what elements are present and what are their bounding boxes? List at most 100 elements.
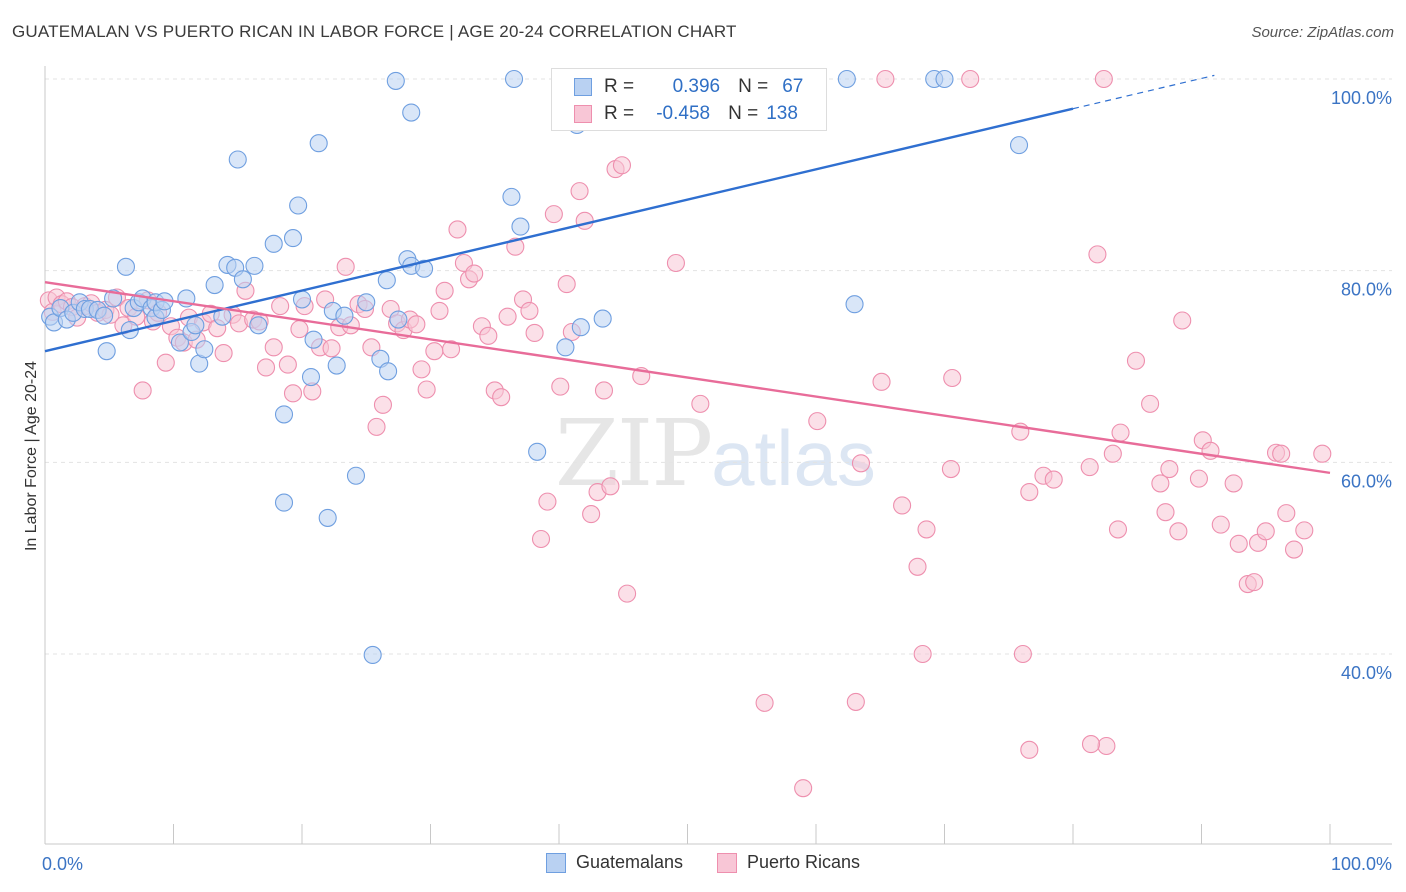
puerto-rican-point bbox=[1256, 522, 1275, 541]
guatemalan-point bbox=[402, 103, 421, 122]
puerto-rican-point bbox=[1211, 515, 1230, 534]
guatemalan-point bbox=[379, 362, 398, 381]
x-tick-label: 100.0% bbox=[1331, 854, 1392, 874]
n-label: N = bbox=[738, 76, 769, 97]
puerto-rican-point bbox=[941, 459, 960, 479]
puerto-rican-point bbox=[407, 315, 426, 334]
puerto-rican-point bbox=[612, 156, 632, 175]
puerto-rican-point bbox=[908, 557, 927, 576]
guatemalan-point bbox=[346, 466, 366, 485]
y-tick-label: 80.0% bbox=[1341, 280, 1392, 300]
puerto-rican-point bbox=[465, 264, 484, 283]
guatemalan-point bbox=[837, 69, 856, 89]
guatemalan-point bbox=[935, 69, 954, 89]
trend-lines bbox=[44, 74, 1331, 475]
puerto-ricans-trend-line bbox=[44, 280, 1331, 475]
y-axis-label: In Labor Force | Age 20-24 bbox=[23, 361, 40, 551]
n-label: N = bbox=[728, 103, 759, 124]
n-value: 138 bbox=[766, 103, 798, 124]
puerto-rican-point bbox=[442, 340, 461, 359]
r-label: R = bbox=[604, 76, 635, 97]
n-value: 67 bbox=[782, 76, 804, 97]
puerto-rican-point bbox=[214, 344, 233, 363]
legend-item-puerto-ricans: Puerto Ricans bbox=[717, 852, 860, 873]
axes bbox=[44, 66, 1392, 845]
puerto-rican-point bbox=[1088, 245, 1107, 264]
puerto-rican-point bbox=[271, 297, 290, 316]
puerto-rican-point bbox=[1245, 573, 1264, 592]
puerto-rican-point bbox=[133, 381, 152, 400]
puerto-rican-point bbox=[1108, 520, 1128, 539]
puerto-ricans-points bbox=[39, 69, 1332, 798]
guatemalan-point bbox=[318, 508, 337, 527]
puerto-rican-point bbox=[544, 205, 563, 224]
puerto-rican-point bbox=[1169, 522, 1188, 541]
puerto-rican-point bbox=[1229, 534, 1248, 553]
puerto-rican-point bbox=[551, 377, 570, 396]
guatemalans-label: Guatemalans bbox=[575, 852, 683, 872]
guatemalan-point bbox=[357, 293, 376, 312]
puerto-rican-point bbox=[876, 69, 895, 89]
puerto-rican-point bbox=[618, 584, 637, 603]
puerto-rican-point bbox=[1313, 444, 1332, 463]
puerto-rican-point bbox=[417, 380, 436, 399]
guatemalan-point bbox=[845, 295, 864, 314]
puerto-rican-point bbox=[1156, 503, 1175, 522]
guatemalan-point bbox=[104, 289, 123, 308]
series-legend: Guatemalans Puerto Ricans bbox=[0, 852, 1406, 873]
guatemalan-point bbox=[245, 256, 264, 275]
puerto-rican-point bbox=[336, 257, 355, 276]
guatemalan-point bbox=[593, 309, 612, 328]
puerto-rican-point bbox=[917, 520, 936, 539]
puerto-rican-point bbox=[1173, 311, 1192, 330]
guatemalan-point bbox=[309, 134, 328, 153]
guatemalan-point bbox=[377, 271, 396, 290]
puerto-ricans-swatch bbox=[717, 852, 737, 873]
guatemalan-point bbox=[283, 229, 303, 248]
puerto-rican-point bbox=[1097, 736, 1116, 756]
gridlines bbox=[45, 78, 1392, 655]
guatemalans-trend-extension bbox=[1072, 74, 1215, 110]
puerto-rican-point bbox=[1284, 540, 1304, 559]
puerto-rican-point bbox=[430, 301, 449, 320]
puerto-rican-point bbox=[1044, 470, 1063, 489]
puerto-rican-point bbox=[582, 505, 601, 524]
puerto-rican-point bbox=[755, 693, 774, 712]
puerto-rican-point bbox=[1111, 423, 1130, 442]
puerto-rican-point bbox=[373, 395, 393, 414]
y-tick-label: 60.0% bbox=[1341, 471, 1392, 491]
puerto-rican-point bbox=[531, 529, 551, 549]
guatemalan-point bbox=[233, 270, 252, 289]
puerto-rican-point bbox=[492, 388, 511, 407]
guatemalan-point bbox=[195, 340, 214, 359]
watermark-zip: ZIP bbox=[555, 400, 713, 507]
puerto-rican-point bbox=[367, 417, 386, 436]
guatemalan-point bbox=[97, 342, 116, 361]
guatemalan-point bbox=[249, 316, 268, 335]
puerto-rican-point bbox=[435, 281, 454, 300]
puerto-rican-point bbox=[872, 372, 891, 391]
guatemalan-point bbox=[386, 71, 405, 90]
puerto-rican-point bbox=[264, 338, 283, 357]
puerto-rican-point bbox=[1141, 394, 1160, 413]
guatemalan-point bbox=[274, 493, 294, 512]
guatemalan-point bbox=[170, 333, 189, 352]
puerto-rican-point bbox=[594, 381, 614, 400]
watermark-atlas: atlas bbox=[711, 414, 876, 502]
puerto-rican-point bbox=[1013, 644, 1032, 664]
x-tick-label: 0.0% bbox=[42, 854, 83, 874]
guatemalan-point bbox=[327, 356, 346, 375]
puerto-rican-point bbox=[557, 275, 576, 294]
guatemalan-point bbox=[228, 150, 247, 169]
puerto-rican-point bbox=[691, 394, 710, 413]
guatemalans-points bbox=[41, 69, 1029, 665]
puerto-rican-point bbox=[913, 644, 932, 664]
guatemalan-point bbox=[264, 234, 283, 253]
puerto-rican-point bbox=[525, 323, 544, 343]
puerto-rican-point bbox=[425, 342, 444, 361]
guatemalan-point bbox=[292, 290, 312, 309]
guatemalan-point bbox=[274, 405, 294, 424]
puerto-rican-point bbox=[1272, 444, 1291, 463]
r-value: 0.396 bbox=[672, 76, 721, 97]
